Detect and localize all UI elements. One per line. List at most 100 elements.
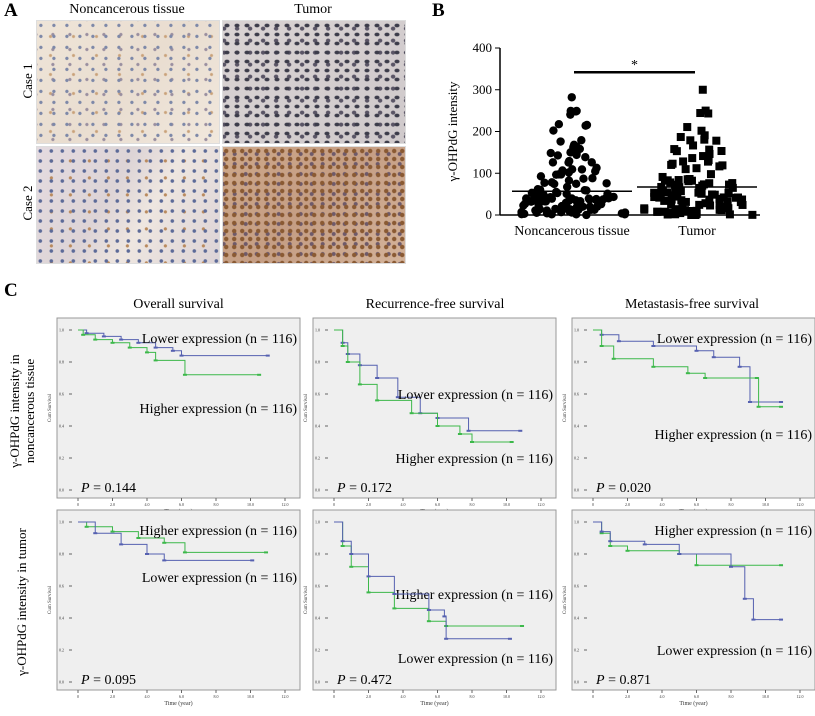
data-point [579, 174, 588, 183]
y-tick-label: 0.6 [574, 392, 579, 397]
km-plot: 0.0 0.2 0.4 0.6 0.8 1.0 0 2.0 4.0 6.0 8.0 10.0 12.0 T… [563, 509, 815, 707]
x-tick-label: 12.0 [797, 694, 804, 699]
x-tick-label: 4.0 [145, 502, 150, 507]
y-tick-label: 1.0 [59, 520, 64, 525]
data-point [587, 158, 596, 167]
x-tick-label: 2.0 [366, 694, 371, 699]
y-tick-label: 200 [473, 124, 493, 139]
data-point [540, 178, 549, 187]
data-point [697, 126, 706, 135]
legend-label: Lower expression (n = 116) [142, 571, 297, 586]
y-tick-label: 0.4 [59, 424, 64, 429]
data-point [724, 188, 733, 197]
data-point [572, 106, 581, 116]
y-tick-label: 0.2 [59, 456, 64, 461]
data-point [588, 174, 597, 183]
data-point [674, 206, 683, 215]
data-point [602, 179, 611, 188]
data-point [676, 133, 685, 142]
x-tick-label: 4.0 [660, 502, 665, 507]
data-point [517, 209, 526, 219]
x-tick-label: 10.0 [762, 694, 769, 699]
data-point [672, 147, 681, 156]
data-point [658, 186, 667, 195]
y-tick-label: 0 [486, 207, 493, 222]
x-tick-label: 8.0 [729, 502, 734, 507]
data-point [681, 197, 690, 206]
data-point [676, 187, 685, 196]
data-point [689, 141, 698, 150]
panel-a-col-title: Tumor [294, 2, 332, 17]
plot-area [312, 509, 557, 691]
y-tick-label: 0.4 [59, 616, 64, 621]
survival-curve [593, 329, 782, 403]
x-tick-label: 0 [333, 694, 335, 699]
plot-area [571, 317, 815, 499]
data-point [685, 174, 694, 183]
data-point [658, 172, 667, 181]
data-point [701, 106, 710, 115]
plot-area [571, 509, 815, 691]
data-point [548, 158, 558, 167]
x-tick-label: 10.0 [762, 502, 769, 507]
data-point [557, 201, 567, 211]
legend-label: Higher expression (n = 116) [396, 452, 554, 467]
data-point [586, 205, 596, 214]
y-tick-label: 0.8 [59, 552, 64, 557]
data-point [581, 152, 590, 162]
data-point [673, 192, 682, 201]
y-tick-label: 1.0 [574, 328, 579, 333]
y-tick-label: 100 [473, 165, 493, 180]
x-tick-label: 12.0 [538, 694, 545, 699]
data-point [699, 180, 708, 189]
x-tick-label: 2.0 [110, 502, 115, 507]
data-point [536, 172, 546, 181]
panel-c-col-title: Overall survival [133, 297, 224, 312]
y-tick-label: 0.0 [315, 488, 320, 493]
data-point [665, 208, 674, 217]
y-tick-label: 0.2 [315, 456, 320, 461]
data-point [653, 207, 662, 216]
data-point [551, 204, 560, 214]
x-axis-label: Time (year) [679, 700, 707, 707]
y-tick-label: 0.0 [574, 488, 579, 493]
y-tick-label: 0.2 [574, 648, 579, 653]
ihc-image-case1-tumor [222, 20, 406, 144]
y-tick-label: 0.0 [574, 680, 579, 685]
data-point [671, 184, 680, 193]
scatter-plot: 0 100 200 300 400 γ-OHPdG intensity Noncancero… [445, 40, 760, 239]
data-point [706, 170, 715, 179]
data-point [535, 205, 544, 214]
y-tick-label: 0.0 [315, 680, 320, 685]
survival-curve [593, 521, 782, 621]
data-point [580, 185, 589, 195]
y-tick-label: 0.6 [59, 584, 64, 589]
data-point [706, 201, 715, 210]
ihc-image-case2-noncancerous [36, 146, 220, 264]
y-tick-label: 0.2 [59, 648, 64, 653]
data-point [553, 151, 563, 160]
data-point [562, 182, 572, 192]
x-tick-label: 4.0 [401, 694, 406, 699]
survival-curve [334, 329, 521, 432]
y-tick-label: 300 [473, 82, 493, 97]
legend-label: Lower expression (n = 116) [657, 644, 812, 659]
p-value-label: P = 0.871 [595, 673, 651, 688]
y-tick-label: 0.8 [574, 360, 579, 365]
x-tick-label: 12.0 [282, 694, 289, 699]
y-tick-label: 0.4 [315, 424, 320, 429]
data-point [705, 179, 714, 188]
x-tick-label: 2.0 [366, 502, 371, 507]
data-point [683, 123, 692, 132]
y-tick-label: 0.0 [59, 680, 64, 685]
data-point [705, 145, 714, 154]
x-tick-label: 0 [592, 502, 594, 507]
x-tick-label: 10.0 [247, 694, 254, 699]
y-tick-label: 0.4 [574, 616, 579, 621]
data-point [712, 136, 721, 145]
data-point [581, 121, 590, 130]
plot-area [56, 317, 301, 499]
panel-c-label: C [4, 280, 18, 301]
legend-label: Higher expression (n = 116) [140, 524, 298, 539]
data-point [546, 148, 555, 158]
